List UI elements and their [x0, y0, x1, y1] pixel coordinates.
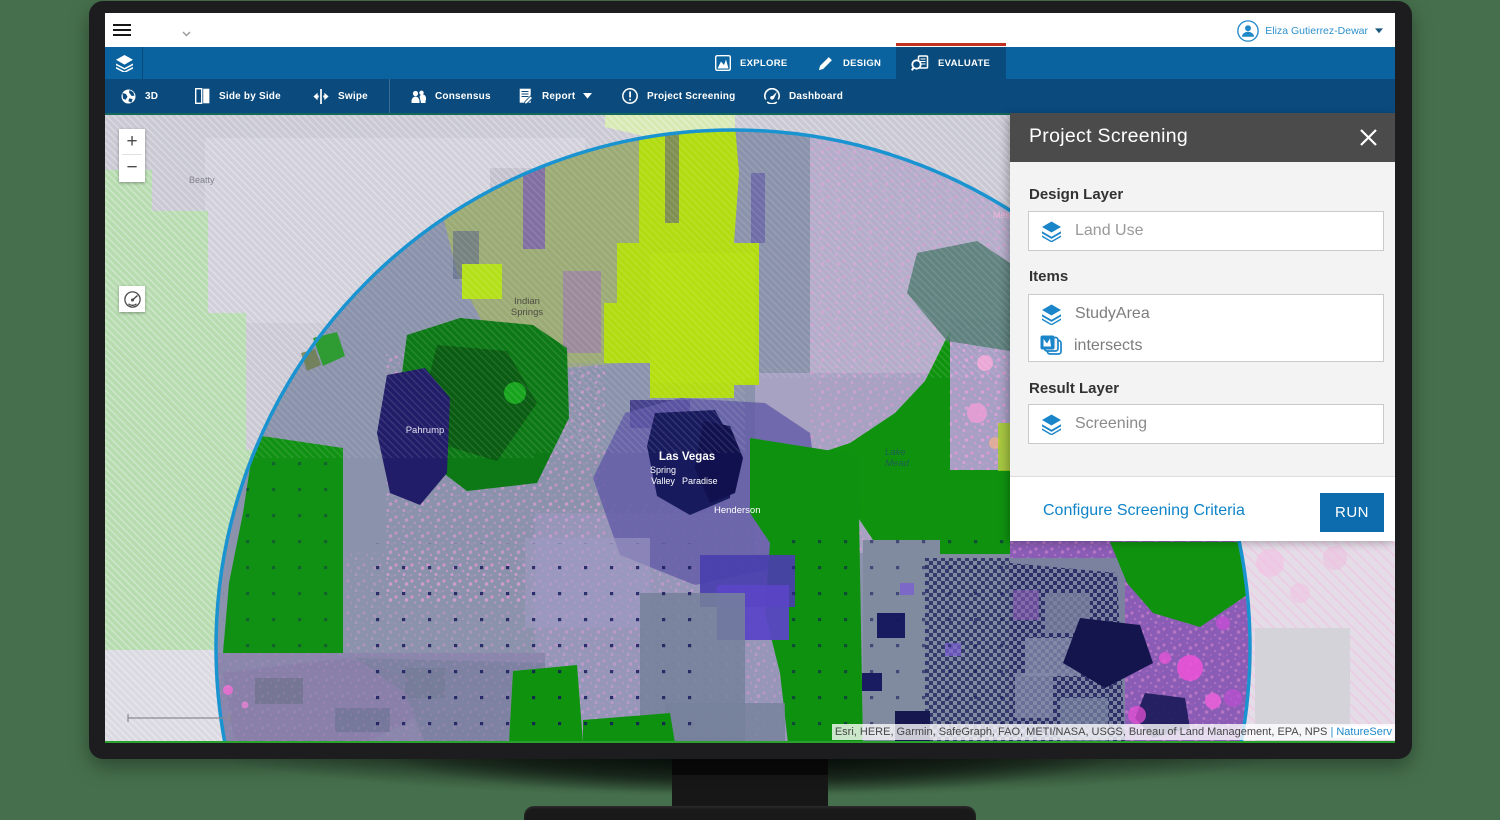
svg-text:Henderson: Henderson — [714, 505, 760, 516]
svg-text:Paradise: Paradise — [682, 476, 718, 486]
svg-text:Mead: Mead — [885, 458, 909, 469]
svg-text:Springs: Springs — [511, 307, 543, 318]
svg-text:Las Vegas: Las Vegas — [659, 451, 715, 463]
svg-text:Indian: Indian — [514, 296, 540, 307]
svg-text:Beatty: Beatty — [189, 175, 215, 185]
svg-text:Valley: Valley — [651, 476, 675, 486]
svg-text:Spring: Spring — [650, 465, 676, 475]
svg-text:Mes: Mes — [993, 210, 1011, 220]
svg-text:Lake: Lake — [885, 447, 906, 458]
svg-text:Pahrump: Pahrump — [406, 425, 445, 436]
